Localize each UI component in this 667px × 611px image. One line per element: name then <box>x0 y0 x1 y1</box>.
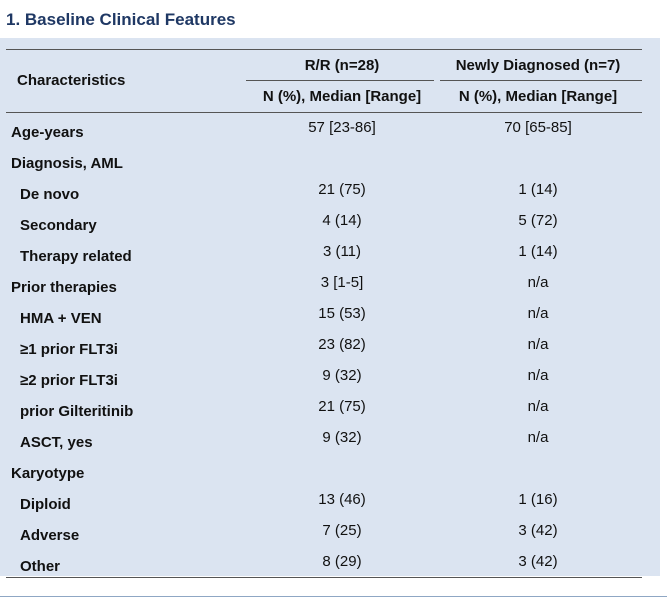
row-value-nd: 3 (42) <box>518 522 558 539</box>
row-label: ≥2 prior FLT3i <box>20 372 118 389</box>
row-label: Adverse <box>20 527 80 544</box>
row-label: ASCT, yes <box>20 434 93 451</box>
row-value-nd: 70 [65-85] <box>504 119 572 136</box>
row-value-nd: 3 (42) <box>518 553 558 570</box>
group1-header: R/R (n=28) <box>304 57 380 74</box>
row-value-nd: n/a <box>527 274 549 291</box>
row-label: Diploid <box>20 496 71 513</box>
row-value-nd: 1 (16) <box>518 491 558 508</box>
row-label: Prior therapies <box>11 279 117 296</box>
row-value-nd: 1 (14) <box>518 243 558 260</box>
row-value-rr: 21 (75) <box>318 181 366 198</box>
row-label: De novo <box>20 186 80 203</box>
row-value-nd: 5 (72) <box>518 212 558 229</box>
row-label: Therapy related <box>20 248 132 265</box>
row-label: Secondary <box>20 217 97 234</box>
row-value-rr: 13 (46) <box>318 491 366 508</box>
row-value-rr: 7 (25) <box>322 522 362 539</box>
row-value-rr: 9 (32) <box>322 429 362 446</box>
row-value-nd: 1 (14) <box>518 181 558 198</box>
row-value-nd: n/a <box>527 305 549 322</box>
group1-subheader: N (%), Median [Range] <box>262 88 422 105</box>
row-value-rr: 3 (11) <box>322 243 362 260</box>
row-label: Other <box>20 558 61 575</box>
header-bottom-rule <box>6 112 642 113</box>
row-value-rr: 8 (29) <box>322 553 362 570</box>
row-label: Age-years <box>11 124 84 141</box>
row-value-rr: 57 [23-86] <box>308 119 376 136</box>
page-divider <box>0 596 667 597</box>
page-title: 1. Baseline Clinical Features <box>6 10 236 29</box>
top-rule <box>6 49 642 50</box>
row-label: Diagnosis, AML <box>11 155 123 172</box>
row-value-nd: n/a <box>527 429 549 446</box>
row-value-rr: 9 (32) <box>322 367 362 384</box>
row-label: prior Gilteritinib <box>20 403 134 420</box>
characteristics-header: Characteristics <box>17 72 126 89</box>
row-value-rr: 23 (82) <box>318 336 366 353</box>
row-value-nd: n/a <box>527 367 549 384</box>
row-value-nd: n/a <box>527 398 549 415</box>
row-value-rr: 15 (53) <box>318 305 366 322</box>
row-label: HMA + VEN <box>20 310 102 327</box>
group2-header: Newly Diagnosed (n=7) <box>455 57 621 74</box>
row-value-rr: 4 (14) <box>322 212 362 229</box>
table-panel <box>0 38 660 576</box>
group2-subheader: N (%), Median [Range] <box>458 88 618 105</box>
group2-rule <box>440 80 642 81</box>
row-label: ≥1 prior FLT3i <box>20 341 118 358</box>
row-value-nd: n/a <box>527 336 549 353</box>
table-bottom-rule <box>6 577 642 578</box>
row-value-rr: 3 [1-5] <box>320 274 364 291</box>
row-label: Karyotype <box>11 465 85 482</box>
row-value-rr: 21 (75) <box>318 398 366 415</box>
group1-rule <box>246 80 434 81</box>
